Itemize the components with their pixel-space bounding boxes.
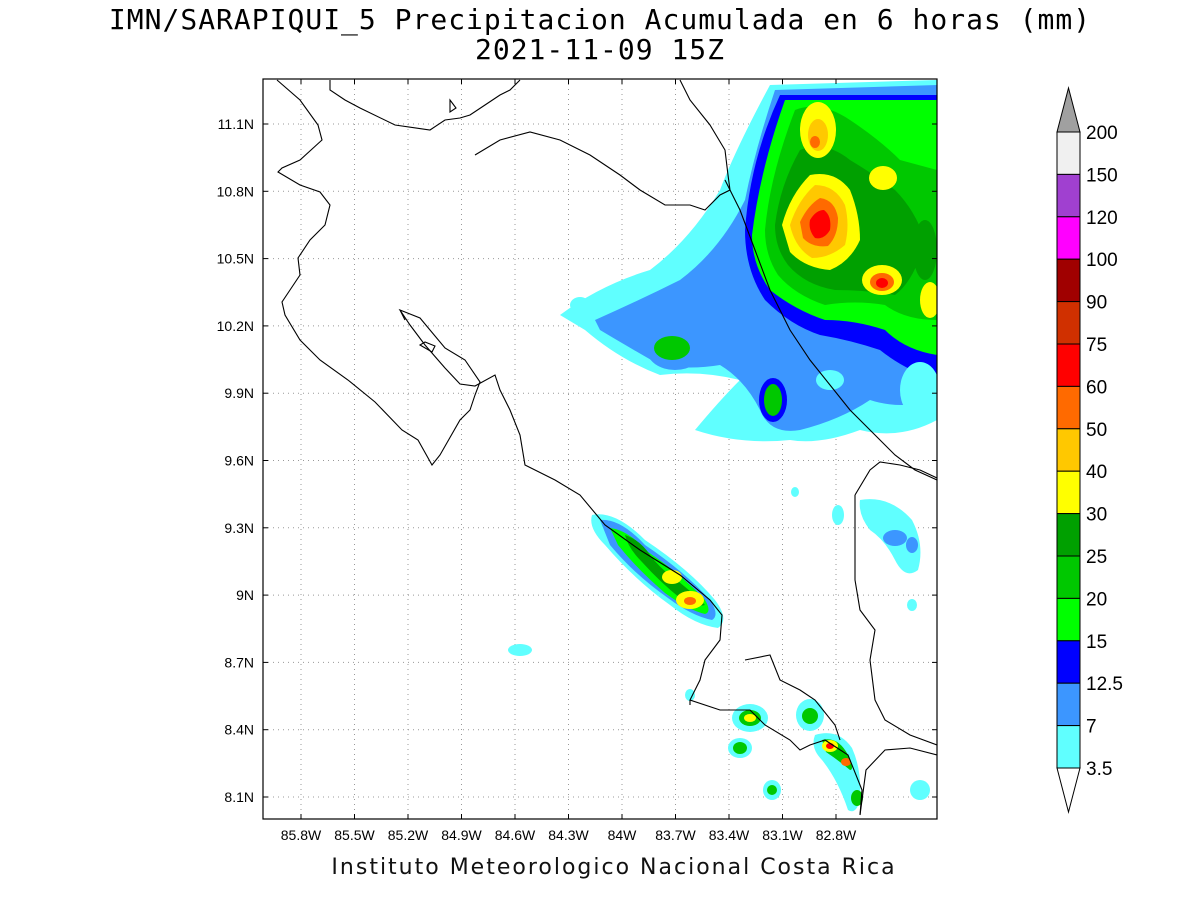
colorbar-label: 12.5 — [1086, 674, 1123, 695]
border-line — [724, 179, 937, 481]
colorbar-label: 60 — [1086, 377, 1107, 398]
colorbar-bottom-arrow — [1056, 767, 1081, 814]
lat-tick-label: 10.2N — [217, 318, 254, 334]
lat-tick-label: 8.1N — [224, 789, 254, 805]
colorbar-segment — [1056, 513, 1081, 557]
lon-tick-label: 84.9W — [441, 827, 482, 843]
colorbar-segment — [1056, 470, 1081, 515]
lat-tick-label: 11.1N — [218, 116, 254, 132]
footer-credit: Instituto Meteorologico Nacional Costa R… — [331, 855, 897, 880]
colorbar: 200 150 120 100 90 75 60 50 40 30 25 20 15 12.5 7 3.5 — [1056, 86, 1123, 814]
colorbar-label: 40 — [1086, 462, 1107, 483]
colorbar-label: 120 — [1086, 208, 1118, 229]
colorbar-segment — [1056, 258, 1081, 303]
lat-tick-label: 9.3N — [224, 520, 254, 536]
lat-tick-label: 8.7N — [224, 654, 254, 670]
colorbar-segment — [1056, 131, 1081, 175]
lon-tick-label: 83.7W — [655, 827, 696, 843]
colorbar-segment — [1056, 597, 1081, 642]
map-grid — [263, 79, 937, 819]
colorbar-label: 15 — [1086, 632, 1107, 653]
lat-tick-label: 9N — [236, 587, 254, 603]
colorbar-segment — [1056, 343, 1081, 387]
map-ticks: 85.8W 85.5W 85.2W 84.9W 84.6W 84.3W 84W 83.7W 83… — [217, 79, 937, 843]
lon-tick-label: 84.3W — [548, 827, 589, 843]
colorbar-label: 100 — [1086, 250, 1118, 271]
lon-tick-label: 82.8W — [816, 827, 857, 843]
colorbar-label: 30 — [1086, 505, 1107, 526]
colorbar-segment — [1056, 640, 1081, 684]
colorbar-label: 90 — [1086, 293, 1107, 314]
colorbar-segment — [1056, 173, 1081, 218]
colorbar-segment — [1056, 385, 1081, 430]
lon-tick-label: 85.8W — [281, 827, 322, 843]
colorbar-label: 200 — [1086, 123, 1118, 144]
lon-tick-label: 84.6W — [495, 827, 536, 843]
lon-tick-label: 83.4W — [709, 827, 750, 843]
colorbar-label: 3.5 — [1086, 759, 1112, 780]
colorbar-segment — [1056, 216, 1081, 260]
lat-tick-label: 9.9N — [224, 385, 254, 401]
colorbar-segment — [1056, 555, 1081, 599]
colorbar-segment — [1056, 301, 1081, 345]
colorbar-segment — [1056, 682, 1081, 727]
lat-tick-label: 10.5N — [217, 251, 254, 267]
map-title: IMN/SARAPIQUI_5 Precipitacion Acumulada … — [108, 3, 1092, 36]
colorbar-label: 50 — [1086, 420, 1107, 441]
colorbar-top-arrow — [1056, 86, 1081, 133]
precipitation-field — [508, 80, 937, 812]
colorbar-segment — [1056, 428, 1081, 472]
lon-tick-label: 85.5W — [334, 827, 375, 843]
colorbar-segment — [1056, 725, 1081, 769]
lat-tick-label: 8.4N — [224, 722, 254, 738]
lon-tick-label: 83.1W — [762, 827, 803, 843]
map-frame — [262, 78, 938, 820]
colorbar-label: 150 — [1086, 165, 1118, 186]
coastline — [276, 79, 937, 816]
map-valid-time: 2021-11-09 15Z — [474, 33, 725, 66]
lon-tick-label: 85.2W — [388, 827, 429, 843]
colorbar-label: 7 — [1086, 717, 1097, 738]
lon-tick-label: 84W — [608, 827, 638, 843]
colorbar-label: 75 — [1086, 335, 1107, 356]
lat-tick-label: 9.6N — [224, 453, 254, 469]
colorbar-label: 20 — [1086, 589, 1107, 610]
lat-tick-label: 10.8N — [217, 183, 254, 199]
colorbar-label: 25 — [1086, 547, 1107, 568]
